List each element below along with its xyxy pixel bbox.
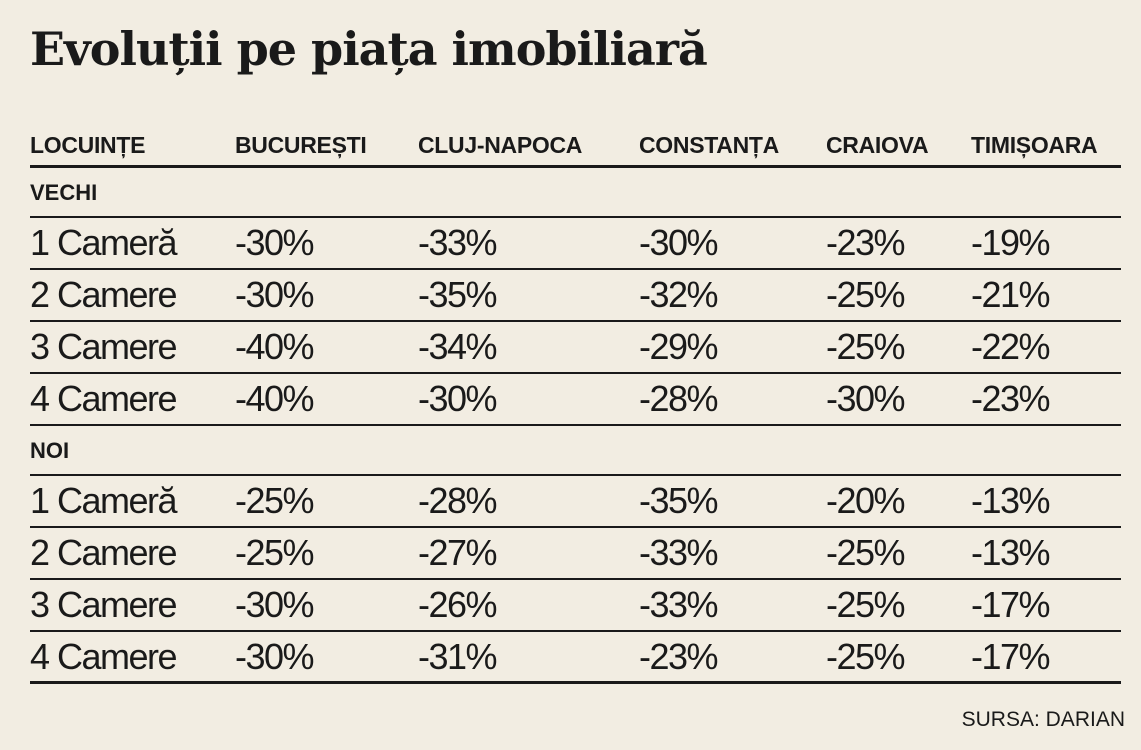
row-label-cell: 2 Camere xyxy=(30,532,178,573)
table-header-row: LOCUINȚE BUCUREȘTI CLUJ-NAPOCA CONSTANȚA… xyxy=(30,120,1121,168)
value-cell: -17% xyxy=(971,584,1051,625)
source-note: SURSA: DARIAN xyxy=(961,708,1125,731)
value-cell: -28% xyxy=(639,378,719,419)
value-cell: -23% xyxy=(971,378,1051,419)
value-cell: -40% xyxy=(235,326,315,367)
value-cell: -25% xyxy=(826,326,906,367)
value-cell: -26% xyxy=(418,584,498,625)
page-title: Evoluții pe piața imobiliară xyxy=(30,22,708,76)
row-label-cell: 4 Camere xyxy=(30,378,178,419)
table-row: 2 Camere -25% -27% -33% -25% -13% xyxy=(30,528,1121,580)
value-cell: -33% xyxy=(639,532,719,573)
value-cell: -40% xyxy=(235,378,315,419)
value-cell: -31% xyxy=(418,636,498,677)
row-label-cell: 1 Cameră xyxy=(30,480,178,521)
row-label-cell: 1 Cameră xyxy=(30,222,178,263)
value-cell: -21% xyxy=(971,274,1051,315)
table-row: 1 Cameră -30% -33% -30% -23% -19% xyxy=(30,218,1121,270)
value-cell: -25% xyxy=(826,584,906,625)
value-cell: -13% xyxy=(971,532,1051,573)
value-cell: -17% xyxy=(971,636,1051,677)
value-cell: -33% xyxy=(418,222,498,263)
value-cell: -33% xyxy=(639,584,719,625)
table-body: VECHI 1 Cameră -30% -33% -30% -23% -19% 2 Camer… xyxy=(30,168,1121,684)
value-cell: -30% xyxy=(235,222,315,263)
value-cell: -30% xyxy=(639,222,719,263)
row-label-cell: 2 Camere xyxy=(30,274,178,315)
value-cell: -25% xyxy=(826,636,906,677)
value-cell: -32% xyxy=(639,274,719,315)
column-header-locuinte: LOCUINȚE xyxy=(30,132,146,158)
section-row: NOI xyxy=(30,426,1121,476)
table-row: 1 Cameră -25% -28% -35% -20% -13% xyxy=(30,476,1121,528)
column-header-cluj-napoca: CLUJ-NAPOCA xyxy=(418,132,583,158)
value-cell: -30% xyxy=(235,274,315,315)
value-cell: -25% xyxy=(826,274,906,315)
row-label-cell: 3 Camere xyxy=(30,326,178,367)
value-cell: -23% xyxy=(826,222,906,263)
column-header-bucuresti: BUCUREȘTI xyxy=(235,132,367,158)
table-row: 2 Camere -30% -35% -32% -25% -21% xyxy=(30,270,1121,322)
value-cell: -28% xyxy=(418,480,498,521)
value-cell: -27% xyxy=(418,532,498,573)
section-label: VECHI xyxy=(30,180,98,205)
table-row: 3 Camere -40% -34% -29% -25% -22% xyxy=(30,322,1121,374)
section-row: VECHI xyxy=(30,168,1121,218)
value-cell: -25% xyxy=(826,532,906,573)
value-cell: -25% xyxy=(235,532,315,573)
column-header-constanta: CONSTANȚA xyxy=(639,132,779,158)
table-row: 3 Camere -30% -26% -33% -25% -17% xyxy=(30,580,1121,632)
value-cell: -23% xyxy=(639,636,719,677)
value-cell: -13% xyxy=(971,480,1051,521)
value-cell: -19% xyxy=(971,222,1051,263)
column-header-craiova: CRAIOVA xyxy=(826,132,929,158)
row-label-cell: 4 Camere xyxy=(30,636,178,677)
value-cell: -25% xyxy=(235,480,315,521)
value-cell: -30% xyxy=(418,378,498,419)
data-table: LOCUINȚE BUCUREȘTI CLUJ-NAPOCA CONSTANȚA… xyxy=(30,120,1121,684)
value-cell: -34% xyxy=(418,326,498,367)
value-cell: -30% xyxy=(826,378,906,419)
section-label: NOI xyxy=(30,438,70,463)
row-label-cell: 3 Camere xyxy=(30,584,178,625)
table-row: 4 Camere -40% -30% -28% -30% -23% xyxy=(30,374,1121,426)
table-row: 4 Camere -30% -31% -23% -25% -17% xyxy=(30,632,1121,684)
value-cell: -22% xyxy=(971,326,1051,367)
column-header-timisoara: TIMIȘOARA xyxy=(971,132,1098,158)
value-cell: -29% xyxy=(639,326,719,367)
value-cell: -30% xyxy=(235,636,315,677)
value-cell: -35% xyxy=(418,274,498,315)
value-cell: -20% xyxy=(826,480,906,521)
value-cell: -30% xyxy=(235,584,315,625)
value-cell: -35% xyxy=(639,480,719,521)
